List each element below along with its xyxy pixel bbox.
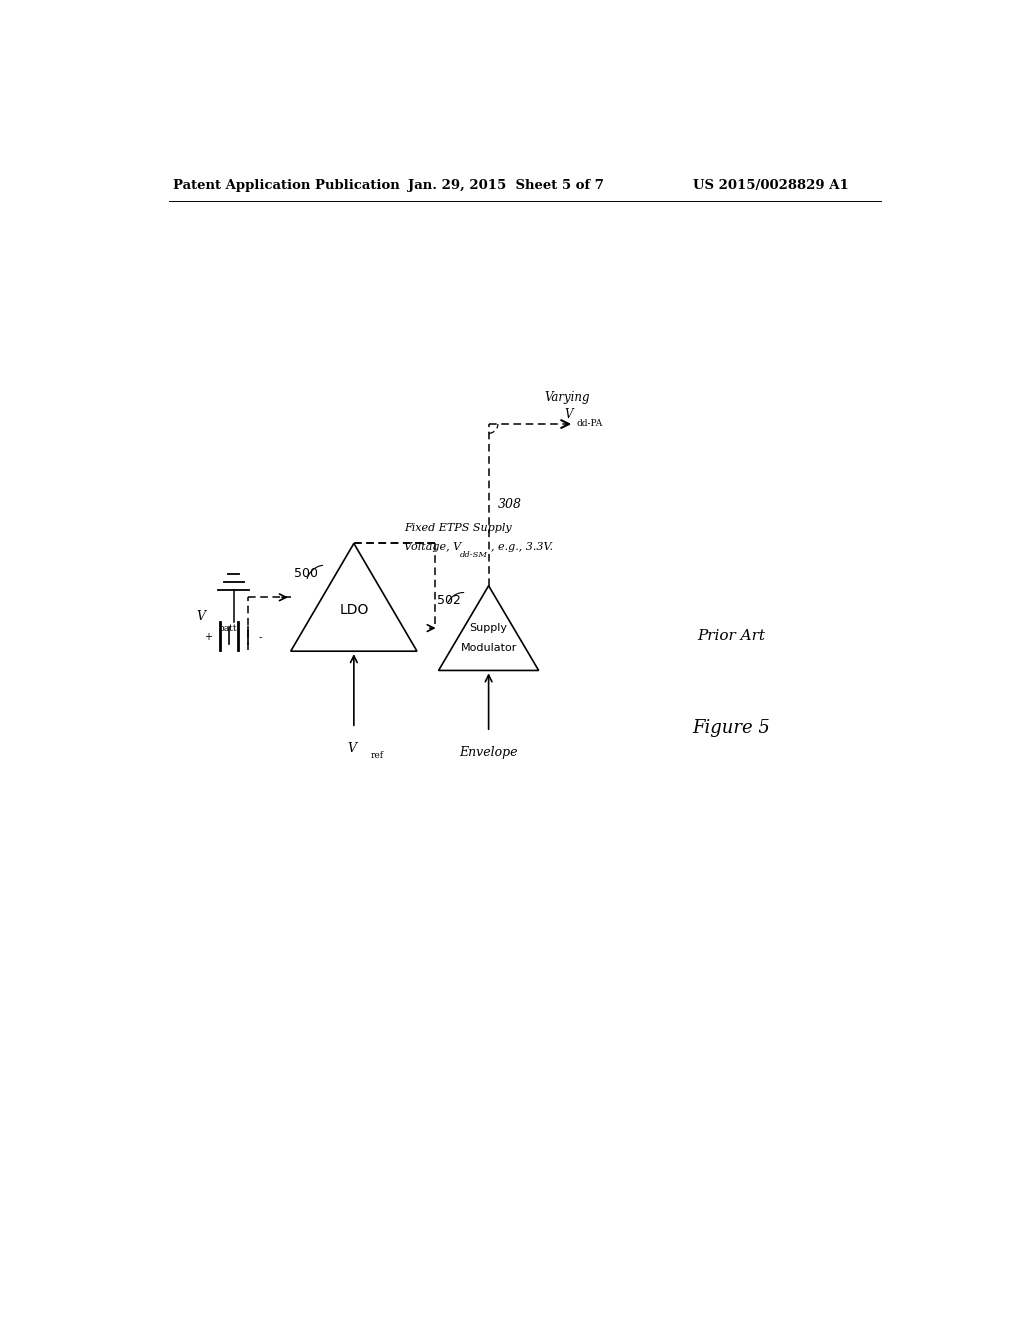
Text: 502: 502 <box>436 594 461 607</box>
Text: Figure 5: Figure 5 <box>692 719 770 737</box>
Text: Envelope: Envelope <box>460 746 518 759</box>
Text: 500: 500 <box>294 568 318 579</box>
Text: Voltage, V: Voltage, V <box>403 543 461 552</box>
Text: LDO: LDO <box>339 603 369 618</box>
Text: batt: batt <box>219 623 238 632</box>
Text: Jan. 29, 2015  Sheet 5 of 7: Jan. 29, 2015 Sheet 5 of 7 <box>408 178 603 191</box>
Text: Prior Art: Prior Art <box>697 628 765 643</box>
Text: , e.g., 3.3V.: , e.g., 3.3V. <box>490 543 553 552</box>
Text: Patent Application Publication: Patent Application Publication <box>173 178 399 191</box>
Text: dd-PA: dd-PA <box>577 418 603 428</box>
Text: +: + <box>204 632 212 643</box>
Text: Varying: Varying <box>545 391 590 404</box>
Text: V: V <box>348 742 356 755</box>
Text: US 2015/0028829 A1: US 2015/0028829 A1 <box>692 178 849 191</box>
Text: V: V <box>196 610 205 623</box>
Text: dd-SM: dd-SM <box>460 550 488 558</box>
Text: Fixed ETPS Supply: Fixed ETPS Supply <box>403 523 512 533</box>
Text: 308: 308 <box>498 499 522 511</box>
Text: Modulator: Modulator <box>461 643 517 652</box>
Text: -: - <box>258 632 262 643</box>
Text: V: V <box>564 408 572 421</box>
Text: ref: ref <box>371 751 384 760</box>
Text: Supply: Supply <box>470 623 508 634</box>
